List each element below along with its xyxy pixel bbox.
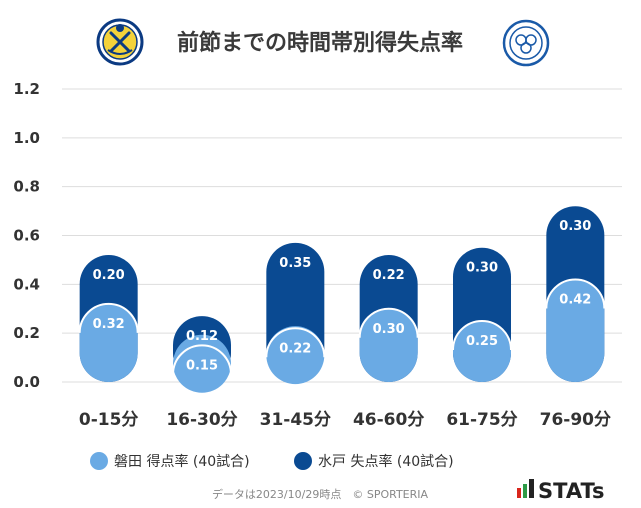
x-tick-label: 61-75分 — [446, 410, 517, 430]
grid — [62, 88, 622, 383]
bar-iwata — [546, 279, 605, 382]
chart-title: 前節までの時間帯別得失点率 — [177, 30, 463, 56]
y-tick-label: 0.2 — [13, 324, 40, 342]
legend: 磐田 得点率 (40試合) 水戸 失点率 (40試合) — [90, 452, 454, 470]
x-tick-label: 0-15分 — [79, 410, 139, 430]
data-label-iwata: 0.22 — [279, 341, 311, 356]
data-label-iwata: 0.30 — [373, 322, 405, 337]
x-tick-label: 46-60分 — [353, 410, 424, 430]
legend-swatch-iwata — [90, 452, 108, 470]
data-label-mito: 0.12 — [186, 329, 218, 344]
bar-separator — [545, 278, 606, 309]
mito-hollyhock-crest-icon — [502, 19, 550, 67]
y-tick-label: 1.0 — [13, 129, 40, 147]
bar-separator — [172, 344, 232, 375]
x-tick-label: 31-45分 — [260, 410, 331, 430]
data-label-mito: 0.20 — [93, 268, 125, 283]
bar-iwata — [266, 326, 325, 385]
x-tick-label: 16-30分 — [166, 410, 237, 430]
data-label-mito: 0.22 — [373, 268, 405, 283]
brand-name: STATs — [538, 479, 604, 503]
data-label-iwata: 0.42 — [559, 292, 591, 307]
bar-iwata — [453, 320, 511, 382]
y-tick-label: 0.8 — [13, 178, 40, 196]
jubilo-iwata-crest-icon — [96, 18, 144, 66]
bars: 0.32 0.20 0.15 0.12 0.22 0.35 0.30 0.22 0.25 0.30… — [78, 206, 606, 393]
y-tick-label: 0.6 — [13, 227, 40, 245]
y-tick-label: 0.4 — [13, 275, 40, 293]
bar-iwata — [79, 303, 138, 383]
legend-swatch-mito — [294, 452, 312, 470]
data-label-mito: 0.35 — [279, 256, 311, 271]
data-label-mito: 0.30 — [466, 261, 498, 276]
bar-iwata — [359, 308, 418, 382]
y-axis: 0.0 0.2 0.4 0.6 0.8 1.0 1.2 — [13, 80, 40, 391]
y-tick-label: 1.2 — [13, 80, 40, 98]
data-label-iwata: 0.25 — [466, 334, 498, 349]
bar-separator — [452, 320, 512, 350]
bar-separator — [78, 302, 139, 333]
x-tick-label: 76-90分 — [540, 410, 611, 430]
y-tick-label: 0.0 — [13, 373, 40, 391]
legend-label-iwata: 磐田 得点率 (40試合) — [114, 453, 250, 470]
data-label-iwata: 0.32 — [93, 317, 125, 332]
legend-label-mito: 水戸 失点率 (40試合) — [318, 453, 454, 470]
footnote: データは2023/10/29時点 © SPORTERIA — [212, 487, 429, 501]
x-axis: 0-15分 16-30分 31-45分 46-60分 61-75分 76-90分 — [79, 410, 611, 430]
data-label-mito: 0.30 — [559, 219, 591, 234]
bar-separator — [265, 327, 326, 358]
data-label-iwata: 0.15 — [186, 358, 218, 373]
stats-bars-icon — [517, 479, 534, 498]
bar-separator — [358, 307, 419, 338]
